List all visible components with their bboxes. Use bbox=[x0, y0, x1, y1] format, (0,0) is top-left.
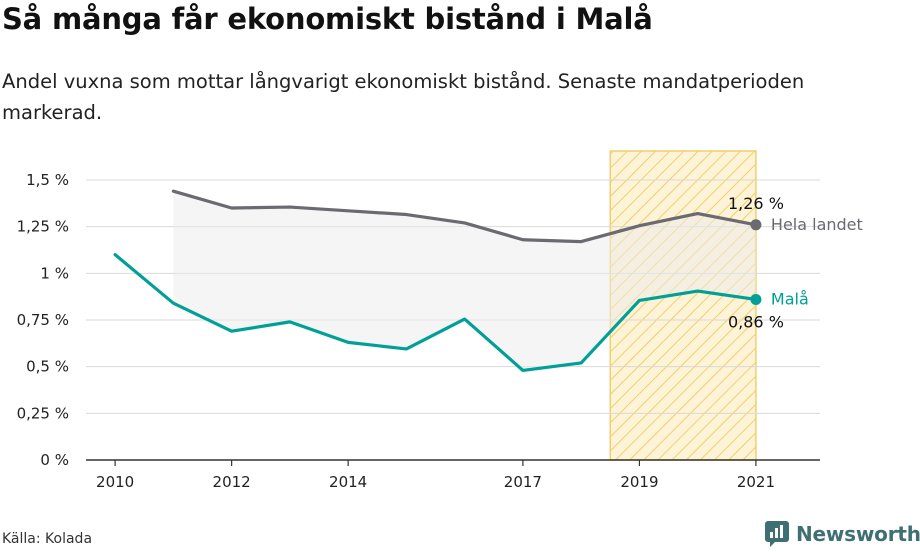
x-tick-label: 2021 bbox=[737, 473, 775, 491]
gap-area bbox=[173, 191, 756, 371]
brand-name: Newsworthy bbox=[796, 522, 920, 546]
y-tick-label: 1 % bbox=[40, 264, 69, 282]
y-tick-label: 1,5 % bbox=[26, 171, 69, 189]
series-name-label: Hela landet bbox=[771, 215, 863, 234]
x-tick-label: 2014 bbox=[329, 473, 367, 491]
series-value-label: 0,86 % bbox=[728, 312, 784, 331]
brand-logo: Newsworthy bbox=[764, 520, 920, 548]
series-name-label: Malå bbox=[771, 289, 809, 308]
chart-subtitle: Andel vuxna som mottar långvarigt ekonom… bbox=[2, 70, 805, 124]
chart-title: Så många får ekonomiskt bistånd i Malå bbox=[2, 2, 653, 36]
series-value-label: 1,26 % bbox=[728, 194, 784, 213]
x-tick-label: 2012 bbox=[213, 473, 251, 491]
y-tick-label: 1,25 % bbox=[17, 218, 69, 236]
y-tick-label: 0 % bbox=[40, 451, 69, 469]
y-tick-label: 0,5 % bbox=[26, 358, 69, 376]
gap-area-shape bbox=[173, 191, 756, 371]
y-axis-ticks: 0 % 0,25 % 0,5 % 0,75 % 1 % 1,25 % 1,5 % bbox=[17, 171, 69, 469]
y-tick-label: 0,75 % bbox=[17, 311, 69, 329]
annotations: Hela landet 1,26 % Malå 0,86 % bbox=[728, 194, 863, 332]
series-lines bbox=[113, 189, 758, 372]
series-line-mala bbox=[113, 253, 758, 372]
series-end-point bbox=[750, 219, 762, 231]
series-line-hela-landet bbox=[171, 189, 758, 244]
x-tick-label: 2010 bbox=[96, 473, 134, 491]
series-end-point bbox=[750, 293, 762, 305]
source-note: Källa: Kolada bbox=[2, 531, 93, 547]
x-axis-ticks: 2010 2012 2014 2017 2019 2021 bbox=[96, 460, 775, 491]
y-tick-label: 0,25 % bbox=[17, 404, 69, 422]
newsworthy-logo-icon bbox=[765, 521, 789, 547]
x-tick-label: 2019 bbox=[620, 473, 658, 491]
x-tick-label: 2017 bbox=[504, 473, 542, 491]
